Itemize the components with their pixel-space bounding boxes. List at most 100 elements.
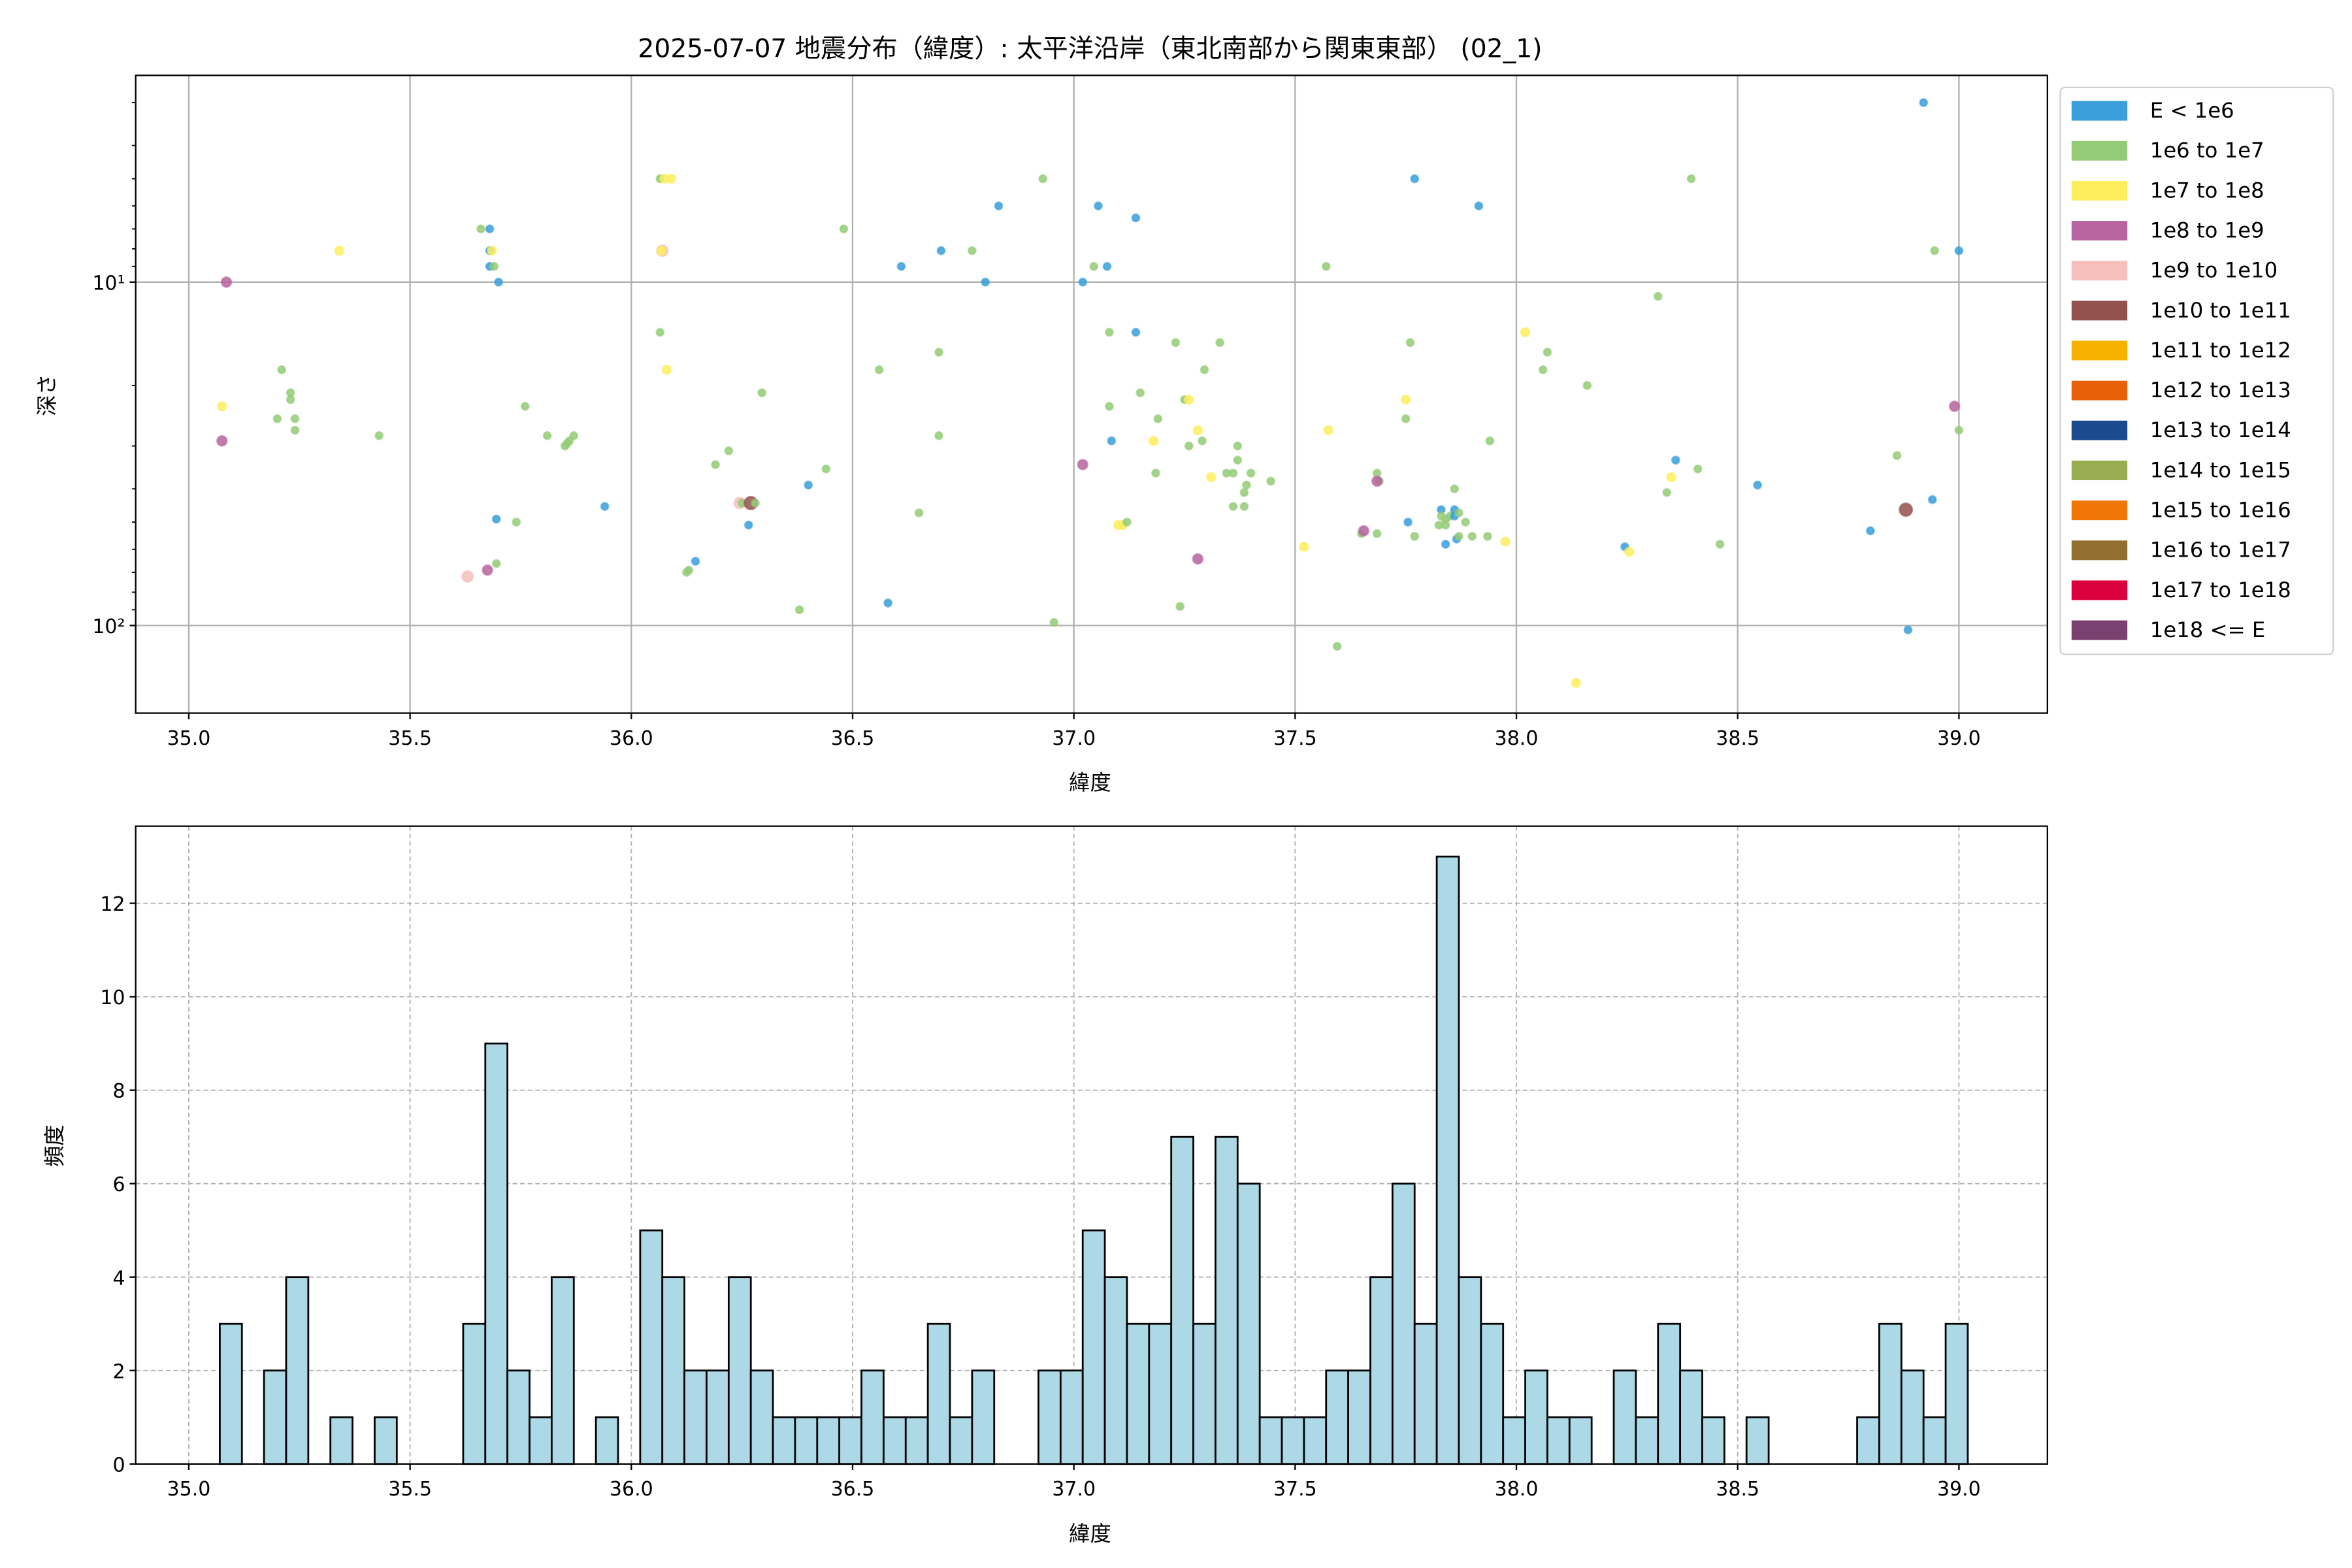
scatter-point	[1520, 327, 1531, 338]
scatter-point	[1410, 174, 1420, 184]
histogram-bar	[1546, 1416, 1571, 1465]
scatter-point	[290, 414, 300, 423]
scatter-point	[1441, 540, 1450, 549]
scatter-point	[482, 564, 493, 576]
histogram-bar	[661, 1276, 685, 1465]
scatter-point	[1241, 480, 1251, 490]
histogram-x-tick-label: 37.5	[1273, 1478, 1317, 1501]
histogram-y-tick-label: 0	[112, 1454, 125, 1477]
scatter-point	[655, 327, 665, 337]
scatter-point	[1077, 459, 1088, 470]
scatter-point	[1233, 441, 1243, 451]
histogram-y-tick-label: 10	[100, 987, 125, 1009]
scatter-point	[1153, 414, 1163, 423]
histogram-bar	[883, 1416, 907, 1465]
scatter-point	[1954, 246, 1964, 255]
histogram-bar	[1081, 1229, 1106, 1465]
legend-label: 1e14 to 1e15	[2150, 457, 2291, 482]
histogram-x-tick-label: 38.5	[1716, 1478, 1759, 1501]
scatter-point	[934, 348, 944, 357]
scatter-point	[1485, 436, 1495, 446]
legend: E < 1e6 1e6 to 1e7 1e7 to 1e8 1e8 to 1e9 1e9…	[2059, 86, 2334, 655]
histogram-bar	[816, 1416, 841, 1465]
scatter-point	[1686, 174, 1696, 184]
scatter-point	[1467, 531, 1477, 541]
scatter-point	[1450, 484, 1460, 494]
scatter-point	[936, 246, 946, 255]
histogram-bar	[1856, 1416, 1880, 1465]
scatter-point	[711, 460, 720, 470]
scatter-point	[1246, 468, 1256, 478]
scatter-point	[1582, 381, 1592, 390]
legend-swatch	[2071, 420, 2128, 440]
scatter-point	[1624, 546, 1635, 557]
histogram-bar	[551, 1276, 575, 1465]
histogram-bar	[1369, 1276, 1394, 1465]
legend-label: 1e9 to 1e10	[2150, 258, 2278, 283]
scatter-point	[839, 224, 849, 234]
histogram-bar	[1657, 1322, 1682, 1465]
scatter-point	[656, 245, 667, 256]
scatter-x-tick-label: 38.5	[1716, 727, 1759, 750]
histogram-bar	[484, 1042, 509, 1465]
histogram-bar	[1170, 1135, 1194, 1465]
scatter-point	[491, 514, 501, 524]
scatter-y-tick-label: 10²	[92, 615, 125, 638]
scatter-point	[487, 245, 497, 256]
histogram-bar	[1458, 1276, 1482, 1465]
scatter-x-tick-label: 36.0	[610, 727, 653, 750]
scatter-point	[1184, 441, 1194, 451]
histogram-y-tick-label: 8	[112, 1080, 125, 1103]
scatter-point	[1948, 400, 1961, 412]
scatter-point	[1239, 487, 1249, 497]
histogram-bar	[1480, 1322, 1505, 1465]
scatter-point	[600, 502, 610, 512]
scatter-point	[821, 464, 831, 474]
scatter-point	[1693, 464, 1703, 474]
scatter-point	[216, 435, 228, 447]
scatter-point	[1410, 531, 1420, 541]
scatter-point	[272, 414, 282, 423]
scatter-point	[661, 365, 672, 375]
scatter-axes: 35.0 35.5 36.0 36.5 37.0 37.5 38.0 38.5 39.0 10¹ 1…	[92, 74, 2048, 750]
histogram-bar	[285, 1276, 310, 1465]
scatter-point	[1089, 261, 1099, 271]
scatter-point	[1403, 517, 1413, 527]
histogram-bar	[1059, 1369, 1084, 1465]
histogram-bar	[683, 1369, 708, 1465]
scatter-point	[1474, 201, 1484, 211]
scatter-point	[934, 431, 944, 440]
legend-label: E < 1e6	[2150, 98, 2234, 123]
histogram-bar	[926, 1322, 951, 1465]
scatter-point	[1228, 468, 1238, 478]
scatter-point	[1543, 348, 1552, 357]
legend-label: 1e15 to 1e16	[2150, 498, 2291, 523]
scatter-x-tick-label: 39.0	[1937, 727, 1981, 750]
histogram-bar	[971, 1369, 996, 1465]
histogram-bar	[1103, 1276, 1128, 1465]
scatter-x-tick-label: 36.5	[831, 727, 875, 750]
histogram-bar	[1878, 1322, 1903, 1465]
legend-swatch	[2071, 301, 2128, 321]
scatter-point	[1753, 480, 1763, 490]
scatter-x-tick-label: 37.0	[1052, 727, 1096, 750]
histogram-bar	[1325, 1369, 1350, 1465]
histogram-y-tick-label: 2	[112, 1360, 125, 1383]
legend-swatch	[2071, 580, 2128, 600]
scatter-point	[1239, 502, 1249, 512]
scatter-point	[914, 508, 924, 517]
histogram-bar	[1612, 1369, 1637, 1465]
histogram-bar	[1037, 1369, 1062, 1465]
scatter-point	[1653, 291, 1663, 301]
scatter-point	[1919, 98, 1929, 107]
scatter-x-label: 緯度	[1069, 770, 1111, 795]
legend-label: 1e8 to 1e9	[2150, 218, 2264, 242]
scatter-point	[491, 559, 501, 568]
scatter-point	[967, 246, 977, 255]
scatter-point	[1198, 436, 1207, 446]
histogram-bar	[727, 1276, 752, 1465]
histogram-bar	[1502, 1416, 1526, 1465]
scatter-point	[682, 568, 691, 577]
scatter-x-tick-label: 35.5	[388, 727, 432, 750]
scatter-point	[1571, 678, 1582, 689]
